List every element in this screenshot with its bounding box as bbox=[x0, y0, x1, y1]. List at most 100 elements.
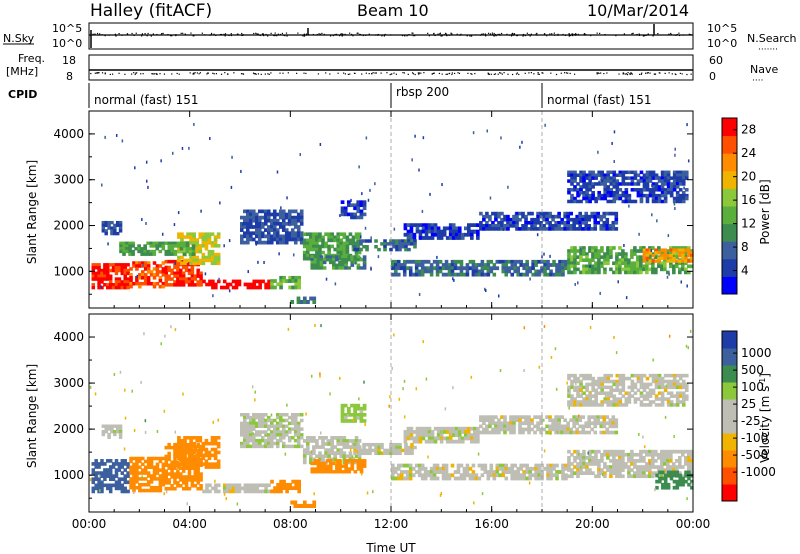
echo-cell bbox=[316, 470, 321, 474]
echo-cell bbox=[576, 190, 580, 195]
echo-cell bbox=[319, 263, 324, 267]
echo-cell bbox=[681, 251, 685, 255]
echo-cell bbox=[684, 196, 689, 201]
echo-cell bbox=[473, 433, 477, 438]
echo-cell bbox=[563, 227, 567, 231]
echo-cell bbox=[240, 433, 244, 437]
echo-cell bbox=[576, 249, 580, 253]
echo-cell bbox=[684, 261, 688, 266]
echo-cell bbox=[582, 173, 586, 177]
echo-cell bbox=[669, 256, 673, 261]
echo-cell bbox=[158, 249, 163, 254]
echo-cell bbox=[405, 473, 410, 478]
echo-cell bbox=[216, 232, 221, 236]
echo-cell bbox=[357, 250, 362, 255]
echo-cell bbox=[451, 232, 456, 237]
echo-cell bbox=[593, 220, 598, 225]
echo-cell bbox=[603, 471, 607, 475]
echo-cell bbox=[322, 260, 327, 265]
echo-cell bbox=[567, 179, 571, 183]
x-tick-label: 00:00 bbox=[72, 517, 107, 531]
echo-cell bbox=[593, 415, 598, 419]
echo-cell bbox=[503, 227, 507, 231]
echo-cell bbox=[606, 255, 610, 259]
echo-cell bbox=[642, 403, 647, 407]
echo-cell bbox=[357, 439, 362, 443]
echo-cell bbox=[563, 214, 567, 219]
echo-cell bbox=[410, 451, 414, 456]
echo-cell bbox=[669, 459, 673, 463]
echo-cell bbox=[260, 418, 265, 423]
echo-cell bbox=[266, 415, 271, 420]
echo-cell bbox=[630, 388, 635, 393]
echo-cell bbox=[687, 246, 691, 250]
echo-cell bbox=[356, 239, 360, 243]
echo-cell bbox=[284, 424, 289, 428]
echo-cell bbox=[549, 269, 553, 274]
echo-cell bbox=[489, 466, 494, 471]
nsky-tick-top: 10^5 bbox=[52, 22, 82, 35]
echo-cell bbox=[331, 260, 336, 265]
echo-cell bbox=[460, 430, 465, 434]
echo-cell bbox=[167, 445, 171, 450]
echo-cell bbox=[536, 220, 540, 225]
echo-cell bbox=[266, 441, 271, 446]
echo-cell bbox=[573, 403, 577, 407]
echo-cell bbox=[474, 473, 479, 478]
echo-cell bbox=[412, 223, 417, 228]
speckle bbox=[687, 346, 690, 350]
echo-cell bbox=[181, 469, 186, 473]
echo-cell bbox=[654, 176, 659, 180]
velocity-colorbar-label: Velocity [m s-1] bbox=[758, 373, 772, 463]
echo-cell bbox=[240, 421, 244, 426]
echo-cell bbox=[570, 264, 574, 269]
echo-cell bbox=[288, 285, 292, 290]
echo-cell bbox=[290, 221, 295, 226]
echo-cell bbox=[579, 188, 583, 192]
echo-cell bbox=[627, 455, 631, 460]
colorbar-tick-label: -1000 bbox=[741, 465, 776, 479]
echo-cell bbox=[636, 474, 640, 479]
echo-cell bbox=[266, 418, 271, 423]
echo-cell bbox=[248, 438, 253, 443]
speckle bbox=[121, 139, 124, 143]
echo-cell bbox=[362, 203, 367, 208]
echo-cell bbox=[191, 252, 196, 256]
speckle bbox=[140, 380, 142, 384]
echo-cell bbox=[678, 462, 682, 466]
echo-cell bbox=[275, 424, 280, 428]
colorbar-tick-label: 4 bbox=[741, 264, 749, 278]
echo-cell bbox=[624, 403, 629, 407]
speckle bbox=[181, 146, 184, 150]
echo-cell bbox=[612, 452, 616, 457]
echo-cell bbox=[473, 439, 477, 444]
echo-cell bbox=[510, 473, 515, 478]
speckle bbox=[673, 202, 676, 206]
echo-cell bbox=[356, 403, 361, 408]
echo-cell bbox=[350, 255, 355, 259]
echo-cell bbox=[609, 471, 613, 475]
echo-cell bbox=[336, 232, 341, 237]
echo-cell bbox=[444, 466, 449, 471]
echo-cell bbox=[167, 451, 171, 456]
echo-cell bbox=[404, 445, 408, 450]
speckle bbox=[170, 325, 172, 329]
echo-cell bbox=[597, 403, 601, 407]
echo-cell bbox=[328, 260, 333, 265]
speckle bbox=[440, 492, 443, 496]
echo-cell bbox=[243, 483, 248, 488]
echo-cell bbox=[173, 481, 177, 485]
echo-cell bbox=[284, 430, 289, 434]
echo-cell bbox=[135, 276, 139, 280]
echo-cell bbox=[606, 465, 610, 469]
echo-cell bbox=[657, 199, 662, 204]
echo-cell bbox=[675, 482, 680, 487]
echo-cell bbox=[312, 503, 317, 508]
echo-cell bbox=[182, 252, 187, 256]
echo-cell bbox=[633, 452, 637, 457]
echo-cell bbox=[269, 436, 274, 440]
echo-cell bbox=[690, 485, 694, 490]
echo-cell bbox=[231, 483, 236, 488]
echo-cell bbox=[537, 470, 541, 474]
echo-cell bbox=[603, 182, 608, 186]
